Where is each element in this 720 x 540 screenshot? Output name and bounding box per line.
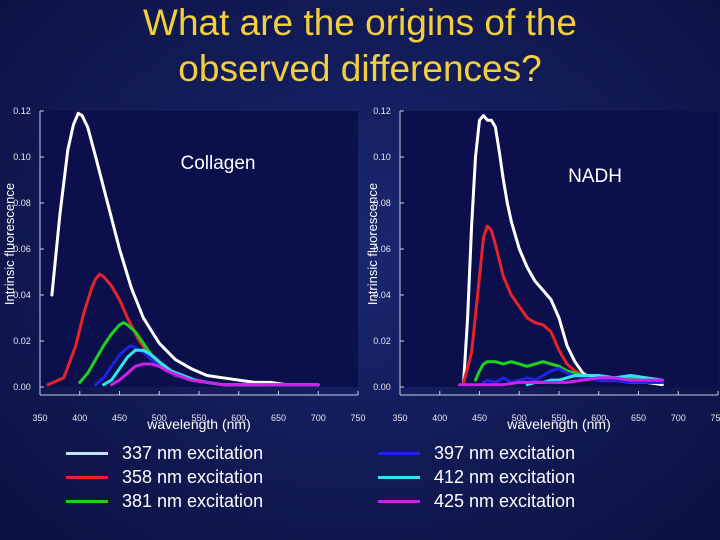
legend-swatch-358 bbox=[66, 475, 108, 479]
legend-swatch-412 bbox=[378, 475, 420, 479]
y-tick-label: 0.04 bbox=[13, 290, 31, 300]
x-tick-label: 350 bbox=[32, 413, 47, 423]
legend-item: 425 nm excitation bbox=[378, 489, 575, 513]
chart-panel-0: 0.00 0.02 0.04 0.06 0.08 0.10 0.12 350 400 450 500… bbox=[2, 106, 366, 432]
y-tick-label: 0.10 bbox=[13, 152, 31, 162]
slide-title-line-2: observed differences? bbox=[178, 48, 542, 89]
plot-area bbox=[400, 111, 718, 387]
y-tick-label: 0.02 bbox=[373, 336, 391, 346]
series-line-425 bbox=[110, 362, 320, 387]
x-tick-label: 400 bbox=[432, 413, 447, 423]
legend-item: 381 nm excitation bbox=[66, 489, 263, 513]
legend-swatch-397 bbox=[378, 451, 420, 455]
x-tick-label: 350 bbox=[392, 413, 407, 423]
legend-item: 397 nm excitation bbox=[378, 441, 575, 465]
panel-annotation: NADH bbox=[568, 166, 622, 187]
legend-label-358: 358 nm excitation bbox=[122, 466, 264, 487]
x-tick-label: 500 bbox=[152, 413, 167, 423]
y-tick-label: 0.12 bbox=[373, 106, 391, 116]
x-axis-label: wavelength (nm) bbox=[506, 416, 611, 432]
legend-right: 397 nm excitation 412 nm excitation 425 … bbox=[378, 441, 575, 513]
legend-item: 337 nm excitation bbox=[66, 441, 263, 465]
plot-area bbox=[40, 111, 358, 387]
x-tick-label: 650 bbox=[271, 413, 286, 423]
y-tick-label: 0.06 bbox=[373, 244, 391, 254]
legend-swatch-381 bbox=[66, 499, 108, 503]
y-tick-label: 0.06 bbox=[13, 244, 31, 254]
x-tick-label: 650 bbox=[631, 413, 646, 423]
slide-title: What are the origins of the observed dif… bbox=[0, 0, 720, 92]
y-tick-label: 0.00 bbox=[13, 382, 31, 392]
y-tick-label: 0.12 bbox=[13, 106, 31, 116]
chart-panel-1: 0.00 0.02 0.04 0.06 0.08 0.10 0.12 350 400 450 500… bbox=[365, 106, 720, 432]
x-tick-label: 700 bbox=[311, 413, 326, 423]
x-tick-label: 450 bbox=[472, 413, 487, 423]
x-axis-label: wavelength (nm) bbox=[146, 416, 251, 432]
y-tick-label: 0.10 bbox=[373, 152, 391, 162]
legend-item: 412 nm excitation bbox=[378, 465, 575, 489]
slide-title-line-1: What are the origins of the bbox=[143, 2, 577, 43]
x-tick-label: 550 bbox=[191, 413, 206, 423]
legend-label-397: 397 nm excitation bbox=[434, 442, 576, 463]
y-tick-label: 0.02 bbox=[13, 336, 31, 346]
legend-label-412: 412 nm excitation bbox=[434, 466, 576, 487]
y-tick-label: 0.00 bbox=[373, 382, 391, 392]
x-tick-label: 550 bbox=[551, 413, 566, 423]
legend-label-337: 337 nm excitation bbox=[122, 442, 264, 463]
y-axis-label: Intrinsic fluorescence bbox=[365, 183, 380, 305]
y-tick-label: 0.08 bbox=[373, 198, 391, 208]
x-tick-label: 750 bbox=[350, 413, 365, 423]
x-tick-label: 700 bbox=[671, 413, 686, 423]
y-axis-label: Intrinsic fluorescence bbox=[2, 183, 17, 305]
legend-label-425: 425 nm excitation bbox=[434, 490, 576, 511]
series-line-425 bbox=[458, 376, 664, 387]
legend-swatch-337 bbox=[66, 451, 108, 455]
y-tick-label: 0.04 bbox=[373, 290, 391, 300]
panel-annotation: Collagen bbox=[181, 153, 256, 174]
y-tick-label: 0.08 bbox=[13, 198, 31, 208]
legend-label-381: 381 nm excitation bbox=[122, 490, 264, 511]
legend-left: 337 nm excitation 358 nm excitation 381 … bbox=[66, 441, 263, 513]
x-tick-label: 400 bbox=[72, 413, 87, 423]
x-tick-label: 500 bbox=[512, 413, 527, 423]
legend-item: 358 nm excitation bbox=[66, 465, 263, 489]
series-line-397 bbox=[482, 367, 664, 384]
x-tick-label: 600 bbox=[231, 413, 246, 423]
x-tick-label: 750 bbox=[710, 413, 720, 423]
x-tick-label: 600 bbox=[591, 413, 606, 423]
series-line-337 bbox=[50, 111, 320, 387]
x-tick-label: 450 bbox=[112, 413, 127, 423]
legend-swatch-425 bbox=[378, 499, 420, 503]
